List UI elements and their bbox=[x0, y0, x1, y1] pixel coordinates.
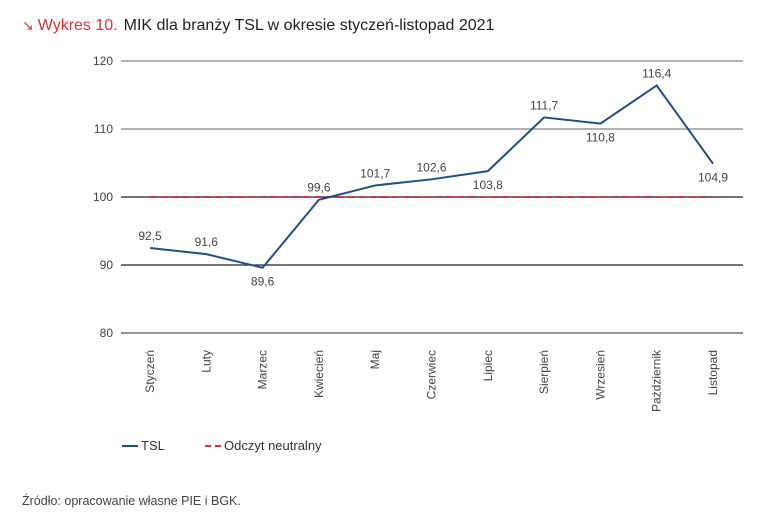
line-chart: 80 90 100 110 120 92,5 91,6 89,6 99,6 101,7 102,6… bbox=[93, 54, 743, 412]
data-label: 89,6 bbox=[251, 275, 275, 289]
legend-swatch-tsl bbox=[122, 444, 138, 447]
chart-number: Wykres 10. bbox=[37, 17, 118, 34]
source-note: Źródło: opracowanie własne PIE i BGK. bbox=[22, 494, 241, 508]
y-tick-label: 90 bbox=[100, 258, 114, 272]
data-label: 110,8 bbox=[586, 131, 615, 145]
x-tick-label: Czerwiec bbox=[425, 350, 439, 399]
x-tick-label: Sierpień bbox=[537, 350, 551, 394]
data-label: 92,5 bbox=[138, 229, 162, 243]
arrow-down-right-icon: ↘ bbox=[22, 17, 34, 33]
chart-title-text: MIK dla branży TSL w okresie styczeń-lis… bbox=[123, 17, 495, 34]
legend-label-neutral: Odczyt neutralny bbox=[224, 438, 322, 453]
x-tick-label: Maj bbox=[368, 350, 382, 369]
legend-item-tsl: TSL bbox=[122, 438, 165, 453]
x-tick-label: Listopad bbox=[706, 350, 720, 395]
data-label: 116,4 bbox=[642, 66, 671, 80]
y-tick-label: 120 bbox=[93, 54, 113, 68]
x-tick-label: Lipiec bbox=[481, 350, 495, 381]
legend-item-neutral: Odczyt neutralny bbox=[205, 438, 322, 453]
x-tick-label: Styczeń bbox=[143, 350, 157, 393]
data-label: 103,8 bbox=[473, 178, 503, 192]
data-label: 99,6 bbox=[307, 181, 331, 195]
x-tick-label: Marzec bbox=[256, 350, 270, 389]
data-label: 111,7 bbox=[530, 98, 559, 112]
y-tick-label: 80 bbox=[100, 326, 114, 340]
data-label: 101,7 bbox=[360, 166, 390, 180]
legend-swatch-neutral bbox=[205, 444, 221, 447]
x-tick-label: Wrzesień bbox=[593, 350, 607, 400]
data-label: 91,6 bbox=[195, 235, 219, 249]
x-tick-label: Luty bbox=[199, 350, 213, 373]
x-tick-label: Kwiecień bbox=[312, 350, 326, 398]
x-tick-label: Październik bbox=[650, 349, 664, 412]
data-label: 102,6 bbox=[416, 160, 446, 174]
data-label: 104,9 bbox=[698, 171, 728, 185]
legend-label-tsl: TSL bbox=[141, 438, 165, 453]
chart-title: ↘ Wykres 10. MIK dla branży TSL w okresie … bbox=[22, 17, 494, 35]
series-line-tsl bbox=[149, 84, 714, 269]
y-tick-label: 100 bbox=[93, 190, 113, 204]
y-tick-label: 110 bbox=[94, 122, 113, 136]
